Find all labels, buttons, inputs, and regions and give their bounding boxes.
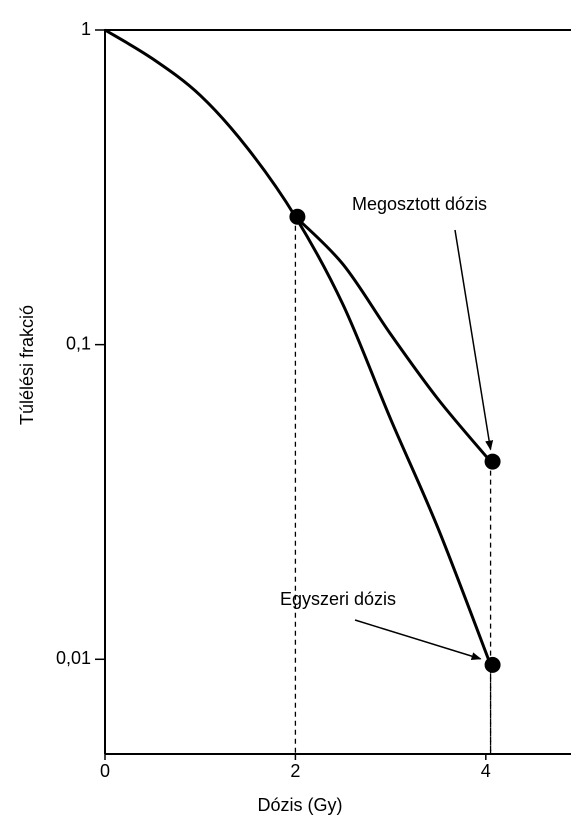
y-tick-label: 0,01 (56, 648, 91, 668)
data-point (484, 453, 501, 470)
axis-frame (104, 29, 571, 754)
data-point (484, 656, 501, 673)
annotation: Megosztott dózis (352, 194, 487, 214)
annotation-arrow (454, 229, 494, 451)
y-axis-label: Túlélési frakció (17, 305, 37, 425)
y-tick-label: 1 (81, 19, 91, 39)
y-tick-label: 0,1 (66, 333, 91, 353)
x-axis-label: Dózis (Gy) (258, 795, 343, 815)
x-tick-label: 0 (100, 761, 110, 781)
annotation: Egyszeri dózis (280, 589, 396, 609)
x-tick-label: 4 (481, 761, 491, 781)
x-tick-label: 2 (290, 761, 300, 781)
data-point (289, 208, 306, 225)
survival-curve (104, 28, 492, 666)
annotation-arrow (354, 619, 482, 661)
survival-curve (294, 215, 492, 463)
